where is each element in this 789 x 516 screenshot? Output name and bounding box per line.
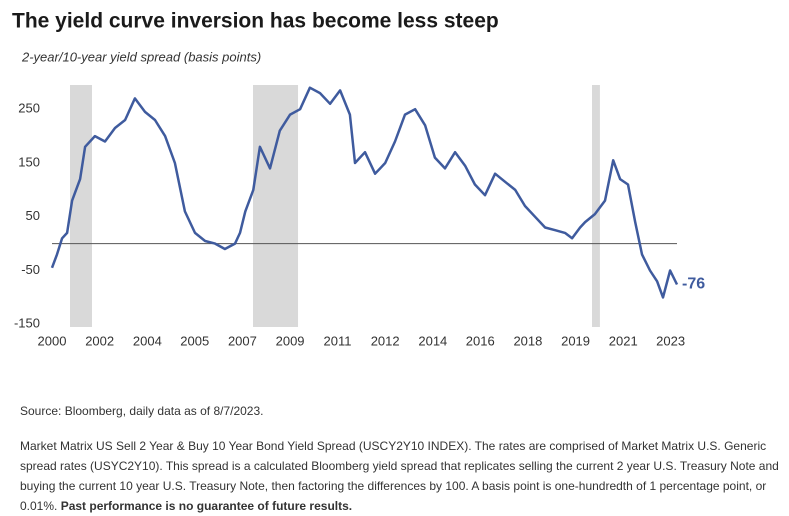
x-tick-label: 2007 (228, 333, 257, 348)
description: Market Matrix US Sell 2 Year & Buy 10 Ye… (20, 439, 779, 513)
chart: The yield curve inversion has become les… (12, 10, 705, 349)
x-tick-label: 2005 (180, 333, 209, 348)
end-label: -76 (682, 276, 705, 293)
chart-subtitle: 2-year/10-year yield spread (basis point… (21, 49, 261, 64)
x-tick-label: 2016 (466, 333, 495, 348)
x-tick-label: 2011 (324, 333, 352, 348)
chart-title: The yield curve inversion has become les… (12, 10, 499, 33)
y-tick-label: -150 (14, 316, 40, 331)
x-tick-label: 2012 (371, 333, 400, 348)
x-tick-label: 2000 (38, 333, 67, 348)
description-note: Market Matrix US Sell 2 Year & Buy 10 Ye… (20, 436, 780, 516)
y-tick-label: 150 (18, 154, 40, 169)
recession-band (591, 85, 600, 327)
x-tick-label: 2009 (276, 333, 305, 348)
y-tick-label: 50 (26, 208, 40, 223)
x-tick-label: 2023 (656, 333, 685, 348)
x-tick-label: 2018 (513, 333, 542, 348)
recession-band (253, 85, 299, 327)
x-tick-label: 2014 (418, 333, 447, 348)
x-tick-label: 2004 (133, 333, 162, 348)
recession-band (70, 85, 92, 327)
x-tick-label: 2002 (85, 333, 114, 348)
series-line (50, 86, 679, 299)
x-tick-label: 2019 (561, 333, 590, 348)
y-tick-label: 250 (18, 101, 40, 116)
y-tick-label: -50 (21, 262, 40, 277)
disclaimer: Past performance is no guarantee of futu… (60, 499, 353, 513)
x-tick-label: 2021 (609, 333, 638, 348)
source-note: Source: Bloomberg, daily data as of 8/7/… (20, 404, 264, 418)
